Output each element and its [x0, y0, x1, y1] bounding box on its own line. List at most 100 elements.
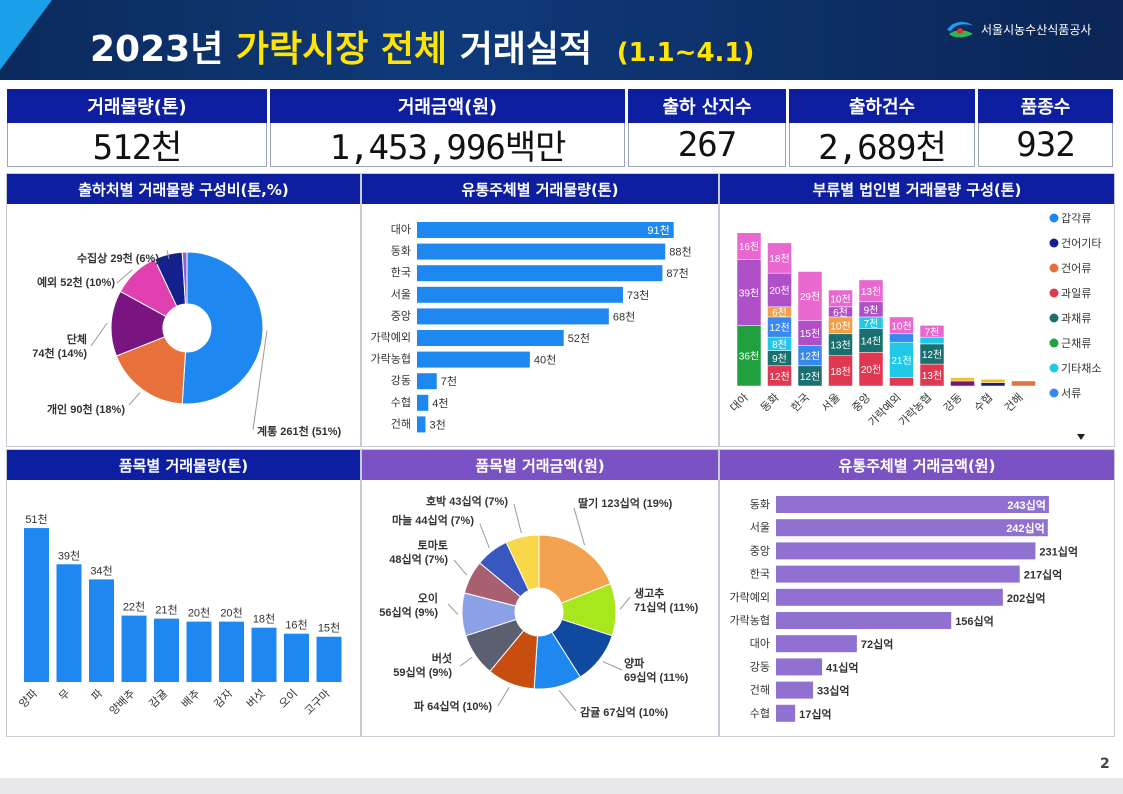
slice-label: 단체 74천 (14%): [32, 332, 87, 360]
slice-label-line: 74천 (14%): [32, 346, 87, 360]
bar: [284, 633, 309, 682]
kpi-value: 2,689천: [789, 123, 975, 168]
slice-label: 개인 90천 (18%): [47, 402, 125, 416]
segment-label: 10천: [891, 320, 911, 332]
category-label: 중앙: [850, 391, 874, 415]
bar: [776, 565, 1020, 583]
data-label: 4천: [432, 396, 448, 410]
segment-label: 12천: [769, 371, 789, 383]
panel-item-volume: 품목별 거래물량(톤) 51천 양파 39천 무 34천 파 22천 양배추 21천 감귤 20천 배…: [6, 449, 361, 737]
leader-line: [558, 690, 577, 712]
bar: [776, 658, 823, 676]
bar: [154, 618, 179, 682]
category-label: 한국: [391, 266, 411, 279]
bar: [89, 579, 114, 682]
kpi-volume: 거래물량(톤) 512천: [7, 89, 267, 168]
slice-label: 수집상 29천 (6%): [77, 251, 159, 265]
panel-corp-category: 부류별 법인별 거래물량 구성(톤) 36천 39천 16천 대아 12천 9천 8천 12천…: [719, 173, 1115, 447]
category-label: 감귤: [147, 687, 171, 711]
segment-label: 9천: [864, 304, 879, 316]
data-label: 91천: [647, 223, 669, 237]
legend-label: 건어류: [1061, 262, 1091, 275]
kpi-label: 거래물량(톤): [7, 89, 267, 123]
stack-segment: [889, 316, 914, 335]
kpi-label: 출하 산지수: [628, 89, 786, 123]
category-label: 가락농협: [896, 391, 934, 429]
panel-title: 품목별 거래금액(원): [362, 450, 718, 480]
legend-marker: [1049, 388, 1059, 398]
bar: [776, 635, 857, 653]
kpi-value: 1,453,996백만: [270, 123, 625, 168]
leader-line: [128, 392, 141, 406]
data-label: 68천: [613, 309, 635, 323]
org-name: 서울시농수산식품공사: [981, 22, 1092, 37]
slice-label: 계통 261천 (51%): [257, 424, 342, 438]
title-rest: 거래실적: [459, 29, 593, 70]
category-label: 가락농협: [371, 353, 411, 366]
stack-segment: [828, 289, 853, 308]
donut-slice: [115, 336, 187, 405]
segment-label: 13천: [830, 340, 850, 352]
segment-label: 29천: [800, 291, 820, 303]
slice-label: 버섯 59십억 (9%): [393, 651, 452, 679]
segment-label: 12천: [800, 371, 820, 383]
leader-line: [90, 322, 108, 347]
data-label: 41십억: [826, 660, 858, 674]
panel-item-amount: 품목별 거래금액(원) 딸기 123십억 (19%) 생고추 71십억 (11%) 양…: [361, 449, 719, 737]
leader-line: [252, 330, 268, 431]
panel-title: 유통주체별 거래물량(톤): [362, 174, 718, 204]
stack-segment: [736, 232, 762, 260]
segment-label: 18천: [830, 366, 850, 378]
leader-line: [447, 603, 459, 615]
stack-segment: [858, 279, 884, 303]
data-label: 15천: [318, 621, 340, 635]
category-label: 가락예외: [371, 331, 411, 344]
category-label: 고구마: [302, 687, 333, 718]
slice-label: 양파 69십억 (11%): [624, 656, 689, 684]
segment-label: 13천: [922, 370, 942, 382]
stack-segment: [889, 333, 914, 343]
slice-label-line: 48십억 (7%): [389, 552, 448, 566]
slice-label-line: 토마토: [418, 538, 448, 552]
bar: [417, 351, 530, 368]
panel-distributor-amount: 유통주체별 거래금액(원) 동화 243십억 서울 242십억 중앙 231십억 한국 217…: [719, 449, 1115, 737]
donut-slice: [538, 534, 612, 604]
category-label: 동화: [391, 245, 411, 258]
kpi-value: 932: [978, 123, 1113, 167]
stack-segment: [919, 325, 945, 338]
category-label: 수협: [972, 391, 996, 415]
category-label: 가락예외: [730, 591, 770, 604]
leader-line: [573, 507, 586, 546]
stack-segment: [1011, 380, 1036, 387]
panel-title: 품목별 거래물량(톤): [7, 450, 360, 480]
category-label: 수협: [391, 396, 411, 409]
legend-label: 근채류: [1061, 337, 1091, 350]
data-label: 217십억: [1024, 568, 1063, 582]
data-label: 73천: [627, 288, 649, 302]
slice-label-line: 버섯: [432, 651, 452, 665]
kpi-value: 512천: [7, 123, 267, 168]
slice-label-line: 단체: [67, 332, 87, 346]
kpi-label: 품종수: [978, 89, 1113, 123]
data-label: 3천: [429, 417, 445, 431]
category-label: 건해: [391, 416, 411, 430]
data-label: 33십억: [817, 684, 849, 698]
slice-label-line: 56십억 (9%): [379, 605, 438, 619]
category-label: 양배추: [107, 687, 138, 718]
kpi-label: 거래금액(원): [270, 89, 625, 123]
stack-segment: [858, 352, 884, 387]
data-label: 202십억: [1007, 591, 1046, 605]
data-label: 72십억: [861, 637, 893, 651]
bar: [186, 621, 212, 682]
slice-label: 오이 56십억 (9%): [379, 591, 438, 619]
category-label: 수협: [750, 707, 770, 720]
legend-label: 과채류: [1061, 312, 1091, 325]
footer-bar: [0, 778, 1123, 794]
slice-label-line: 생고추: [634, 586, 664, 600]
segment-label: 15천: [800, 328, 820, 340]
title-highlight: 가락시장 전체: [235, 29, 448, 70]
kpi-label: 출하건수: [789, 89, 975, 123]
kpi-origins: 출하 산지수 267: [628, 89, 786, 168]
segment-label: 10천: [830, 293, 850, 305]
